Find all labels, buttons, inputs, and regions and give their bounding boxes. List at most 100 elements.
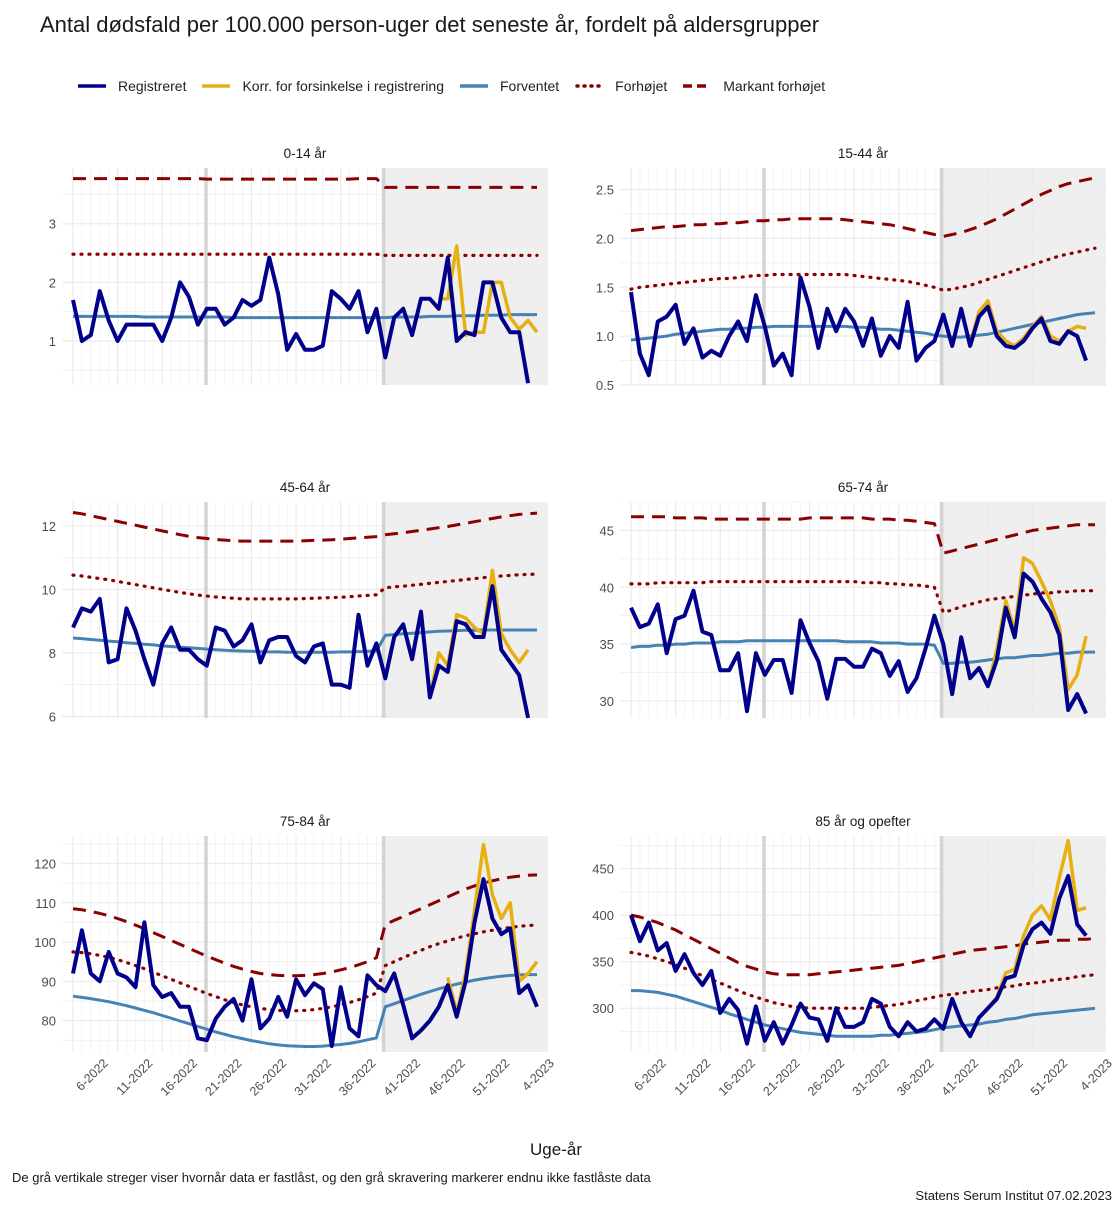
x-tick-label: 6-2022 (73, 1056, 110, 1093)
series-registreret-line (71, 255, 531, 384)
y-tick-label: 400 (592, 908, 614, 923)
y-tick-label: 110 (35, 896, 56, 911)
legend-label: Registreret (118, 78, 187, 94)
y-tick-label: 40 (600, 580, 614, 595)
legend-label: Forventet (500, 78, 560, 94)
x-tick-label: 16-2022 (158, 1056, 200, 1098)
x-tick-label: 21-2022 (202, 1056, 244, 1098)
y-tick-label: 45 (600, 523, 614, 538)
x-tick-label: 6-2022 (631, 1056, 668, 1093)
series-forhojet-line (629, 246, 1097, 292)
series-markant-forhojet-line (631, 515, 1095, 555)
legend-key (575, 84, 605, 88)
series-forventet-line (72, 973, 537, 1048)
y-tick-label: 10 (42, 582, 56, 597)
y-tick-label: 350 (592, 955, 614, 970)
y-tick-label: 2.5 (596, 183, 614, 198)
series-markant-forhojet-line (630, 176, 1096, 238)
series-forventet-line (631, 989, 1096, 1038)
series-forhojet-line (71, 252, 539, 257)
series-registreret-line (629, 874, 1088, 1046)
x-axis-title: Uge-år (530, 1140, 582, 1159)
x-tick-label: 51-2022 (470, 1056, 512, 1098)
x-tick-label: 46-2022 (425, 1056, 467, 1098)
series-forventet-line (630, 311, 1096, 342)
legend-key (202, 84, 231, 88)
panel-title: 0-14 år (284, 146, 327, 161)
panel: 1 2 3 0-14 år (49, 146, 548, 385)
x-tick-label: 41-2022 (381, 1056, 423, 1098)
legend-key (683, 84, 712, 88)
series-markant-forhojet-line (73, 177, 537, 189)
legend-key (78, 84, 106, 88)
x-tick-label: 26-2022 (805, 1056, 847, 1098)
y-tick-label: 80 (42, 1014, 56, 1029)
caption: De grå vertikale streger viser hvornår d… (12, 1170, 651, 1185)
legend-item: Forventet (458, 78, 559, 94)
x-tick-label: 31-2022 (850, 1056, 892, 1098)
panel: 80 90 100 110 120 75-84 år 6-2022 11-2022 16-202… (34, 814, 557, 1099)
legend-label: Korr. for forsinkelse i registrering (242, 78, 444, 94)
series-forventet-line (72, 628, 537, 654)
x-tick-label: 16-2022 (716, 1056, 758, 1098)
x-tick-label: 31-2022 (292, 1056, 334, 1098)
legend-item: Registreret (76, 78, 186, 94)
legend-item: Forhøjet (573, 78, 667, 94)
x-tick-label: 21-2022 (760, 1056, 802, 1098)
y-tick-label: 1.5 (596, 280, 614, 295)
panel-title: 75-84 år (280, 814, 331, 829)
series-forhojet-line (71, 572, 539, 601)
panel-title: 65-74 år (838, 480, 889, 495)
series-registreret-line (71, 877, 539, 1049)
y-tick-label: 90 (42, 974, 56, 989)
panel-title: 85 år og opefter (815, 814, 911, 829)
x-tick-label: 11-2022 (672, 1056, 714, 1098)
y-tick-label: 300 (592, 1001, 614, 1016)
series-markant-forhojet-line (72, 873, 538, 978)
legend-label: Markant forhøjet (723, 78, 826, 94)
panel: 300 350 400 450 85 år og opefter 6-2022 11-202… (592, 814, 1112, 1099)
series-korrigeret-line (438, 244, 539, 337)
panel-title: 45-64 år (280, 480, 331, 495)
series-markant-forhojet-line (72, 511, 538, 543)
source-credit: Statens Serum Institut 07.02.2023 (915, 1188, 1112, 1203)
series-registreret-line (71, 584, 531, 719)
y-tick-label: 12 (42, 519, 56, 534)
series-registreret-line (629, 571, 1088, 715)
y-tick-label: 35 (600, 637, 614, 652)
x-tick-label: 41-2022 (939, 1056, 981, 1098)
x-tick-label: 46-2022 (983, 1056, 1025, 1098)
y-tick-label: 8 (49, 646, 56, 661)
panel-title: 15-44 år (838, 146, 889, 161)
y-tick-label: 1.0 (596, 329, 614, 344)
x-tick-label: 51-2022 (1028, 1056, 1070, 1098)
x-tick-label: 4-2023 (1078, 1056, 1112, 1093)
x-tick-label: 36-2022 (894, 1056, 936, 1098)
x-tick-label: 11-2022 (114, 1056, 156, 1098)
series-forventet-line (73, 313, 537, 320)
x-tick-label: 36-2022 (336, 1056, 378, 1098)
y-tick-label: 2.0 (596, 231, 614, 246)
y-tick-label: 2 (49, 275, 56, 290)
series-korrigeret-line (428, 568, 530, 698)
series-registreret-line (629, 275, 1088, 378)
legend: Registreret Korr. for forsinkelse i regis… (76, 76, 839, 96)
series-korrigeret-line (986, 838, 1087, 1010)
legend-key (460, 84, 488, 88)
y-tick-label: 6 (49, 709, 56, 724)
y-tick-label: 0.5 (596, 378, 614, 393)
series-forventet-line (630, 639, 1095, 665)
y-tick-label: 3 (49, 217, 56, 232)
legend-item: Korr. for forsinkelse i registrering (200, 78, 444, 94)
y-tick-label: 30 (600, 694, 614, 709)
x-tick-label: 26-2022 (247, 1056, 289, 1098)
y-tick-label: 100 (34, 935, 56, 950)
y-tick-label: 1 (49, 334, 56, 349)
legend-label: Forhøjet (615, 78, 668, 94)
y-tick-label: 450 (592, 862, 614, 877)
x-tick-label: 4-2023 (520, 1056, 557, 1093)
series-markant-forhojet-line (630, 913, 1096, 977)
panel: 0.5 1.0 1.5 2.0 2.5 15-44 år (596, 146, 1106, 393)
panel: 6 8 10 12 45-64 år (42, 480, 548, 724)
